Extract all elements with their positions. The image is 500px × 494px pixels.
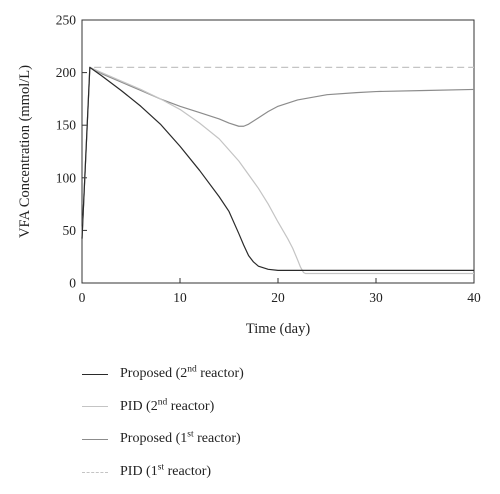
- legend-swatch: [82, 373, 108, 375]
- legend-swatch: [82, 438, 108, 440]
- plot-area: [81, 66, 475, 275]
- series-line: [81, 66, 474, 275]
- x-tick-label: 10: [173, 290, 187, 305]
- y-tick-label: 50: [63, 223, 77, 238]
- legend-label: Proposed (2nd reactor): [120, 364, 244, 382]
- legend-swatch: [82, 406, 108, 408]
- x-axis: 0 10 20 30 40: [79, 278, 481, 305]
- x-axis-label: Time (day): [246, 321, 310, 337]
- legend-item: Proposed (1st reactor): [82, 423, 342, 456]
- legend: Proposed (2nd reactor) PID (2nd reactor)…: [82, 358, 342, 488]
- legend-item: PID (1st reactor): [82, 456, 342, 489]
- chart: 0 50 100 150 200 250 0 10 20 30 40 Time (day) VFA…: [17, 13, 481, 338]
- plot-frame: [81, 19, 475, 284]
- x-tick-label: 20: [271, 290, 285, 305]
- legend-item: Proposed (2nd reactor): [82, 358, 342, 391]
- y-tick-label: 200: [56, 65, 77, 80]
- series-line: [81, 66, 474, 239]
- legend-item: PID (2nd reactor): [82, 391, 342, 424]
- y-tick-label: 250: [56, 13, 77, 28]
- x-tick-label: 40: [467, 290, 481, 305]
- y-axis-label: VFA Concentration (mmol/L): [17, 65, 33, 238]
- series-line: [81, 66, 475, 239]
- legend-swatch: [82, 471, 108, 473]
- legend-label: PID (2nd reactor): [120, 397, 215, 414]
- legend-label: PID (1st reactor): [120, 462, 212, 480]
- y-axis: 0 50 100 150 200 250: [56, 13, 87, 291]
- series-line: [81, 66, 474, 271]
- y-tick-label: 0: [69, 276, 76, 291]
- legend-label: Proposed (1st reactor): [120, 429, 241, 447]
- y-tick-label: 150: [56, 118, 77, 133]
- x-tick-label: 0: [79, 290, 86, 305]
- y-tick-label: 100: [56, 170, 77, 185]
- x-tick-label: 30: [369, 290, 383, 305]
